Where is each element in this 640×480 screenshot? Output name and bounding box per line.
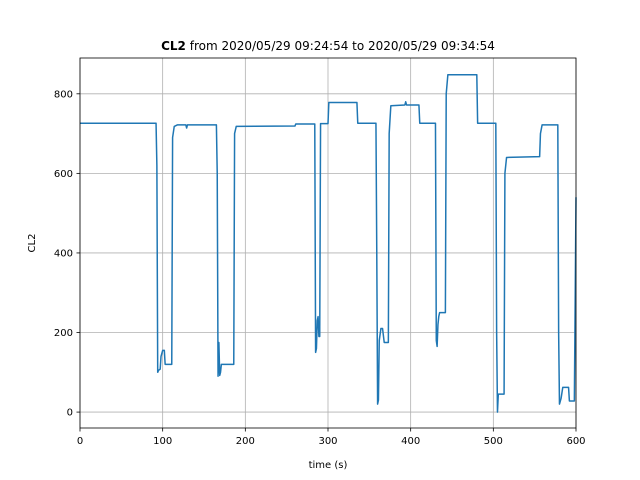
y-axis-label: CL2: [27, 234, 38, 253]
y-tick-label: 0: [67, 408, 73, 419]
grid-lines: [79, 58, 577, 428]
chart-title-bold: CL2: [161, 39, 186, 53]
x-tick-label: 0: [77, 436, 83, 447]
x-axis-label: time (s): [309, 460, 348, 471]
series-line: [80, 73, 577, 413]
y-tick-label: 800: [54, 89, 73, 100]
y-axis: 0 200 400 600 800: [54, 89, 80, 419]
x-tick-label: 100: [153, 436, 172, 447]
x-tick-label: 200: [236, 436, 255, 447]
x-axis: 0 100 200 300 400 500 600: [77, 428, 586, 447]
x-tick-label: 600: [566, 436, 585, 447]
y-tick-label: 600: [54, 169, 73, 180]
x-tick-label: 500: [484, 436, 503, 447]
y-tick-label: 200: [54, 328, 73, 339]
x-tick-label: 400: [401, 436, 420, 447]
chart-title-rest: from 2020/05/29 09:24:54 to 2020/05/29 0…: [186, 39, 495, 53]
y-tick-label: 400: [54, 248, 73, 259]
series-layer: [80, 73, 577, 413]
chart-title: CL2 from 2020/05/29 09:24:54 to 2020/05/…: [161, 39, 495, 53]
x-tick-label: 300: [318, 436, 337, 447]
